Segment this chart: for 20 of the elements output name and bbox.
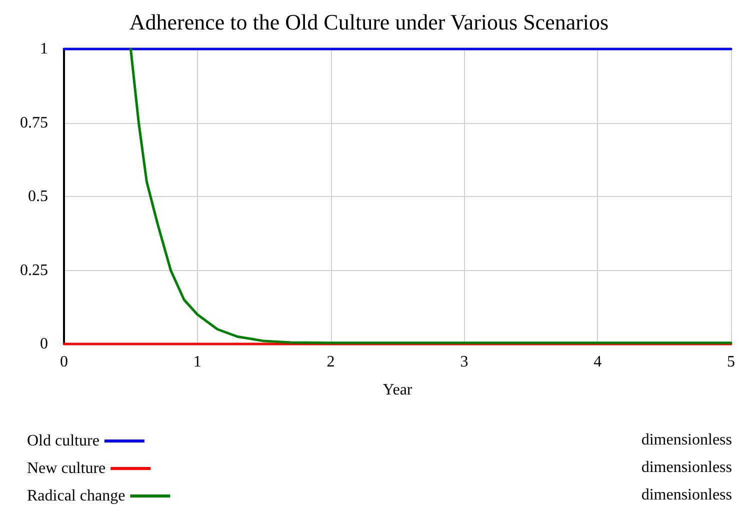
legend-label: Old culture: [27, 432, 100, 450]
x-tick-label: 1: [193, 354, 202, 370]
x-axis-title: Year: [382, 382, 413, 398]
legend-label: New culture: [26, 460, 106, 477]
x-tick-label: 2: [326, 354, 335, 370]
y-tick-label: 0.25: [20, 262, 48, 279]
x-tick-label: 3: [460, 354, 468, 370]
legend-label: Radical change: [27, 488, 126, 504]
x-tick-label: 0: [60, 354, 68, 370]
text: dimensionless: [641, 459, 732, 476]
text: dimensionless: [641, 486, 732, 504]
line-series: [129, 48, 732, 344]
chart-title: Adherence to the Old Culture under Various Scenarios: [129, 10, 609, 34]
y-tick-label: 1: [40, 40, 48, 58]
y-tick-label: 0.5: [28, 188, 48, 205]
text: dimensionless: [641, 432, 732, 448]
y-tick-label: 0: [40, 336, 48, 352]
y-tick-label: 0.75: [20, 114, 48, 132]
x-tick-label: 4: [594, 354, 602, 370]
x-tick-label: 5: [727, 354, 735, 370]
